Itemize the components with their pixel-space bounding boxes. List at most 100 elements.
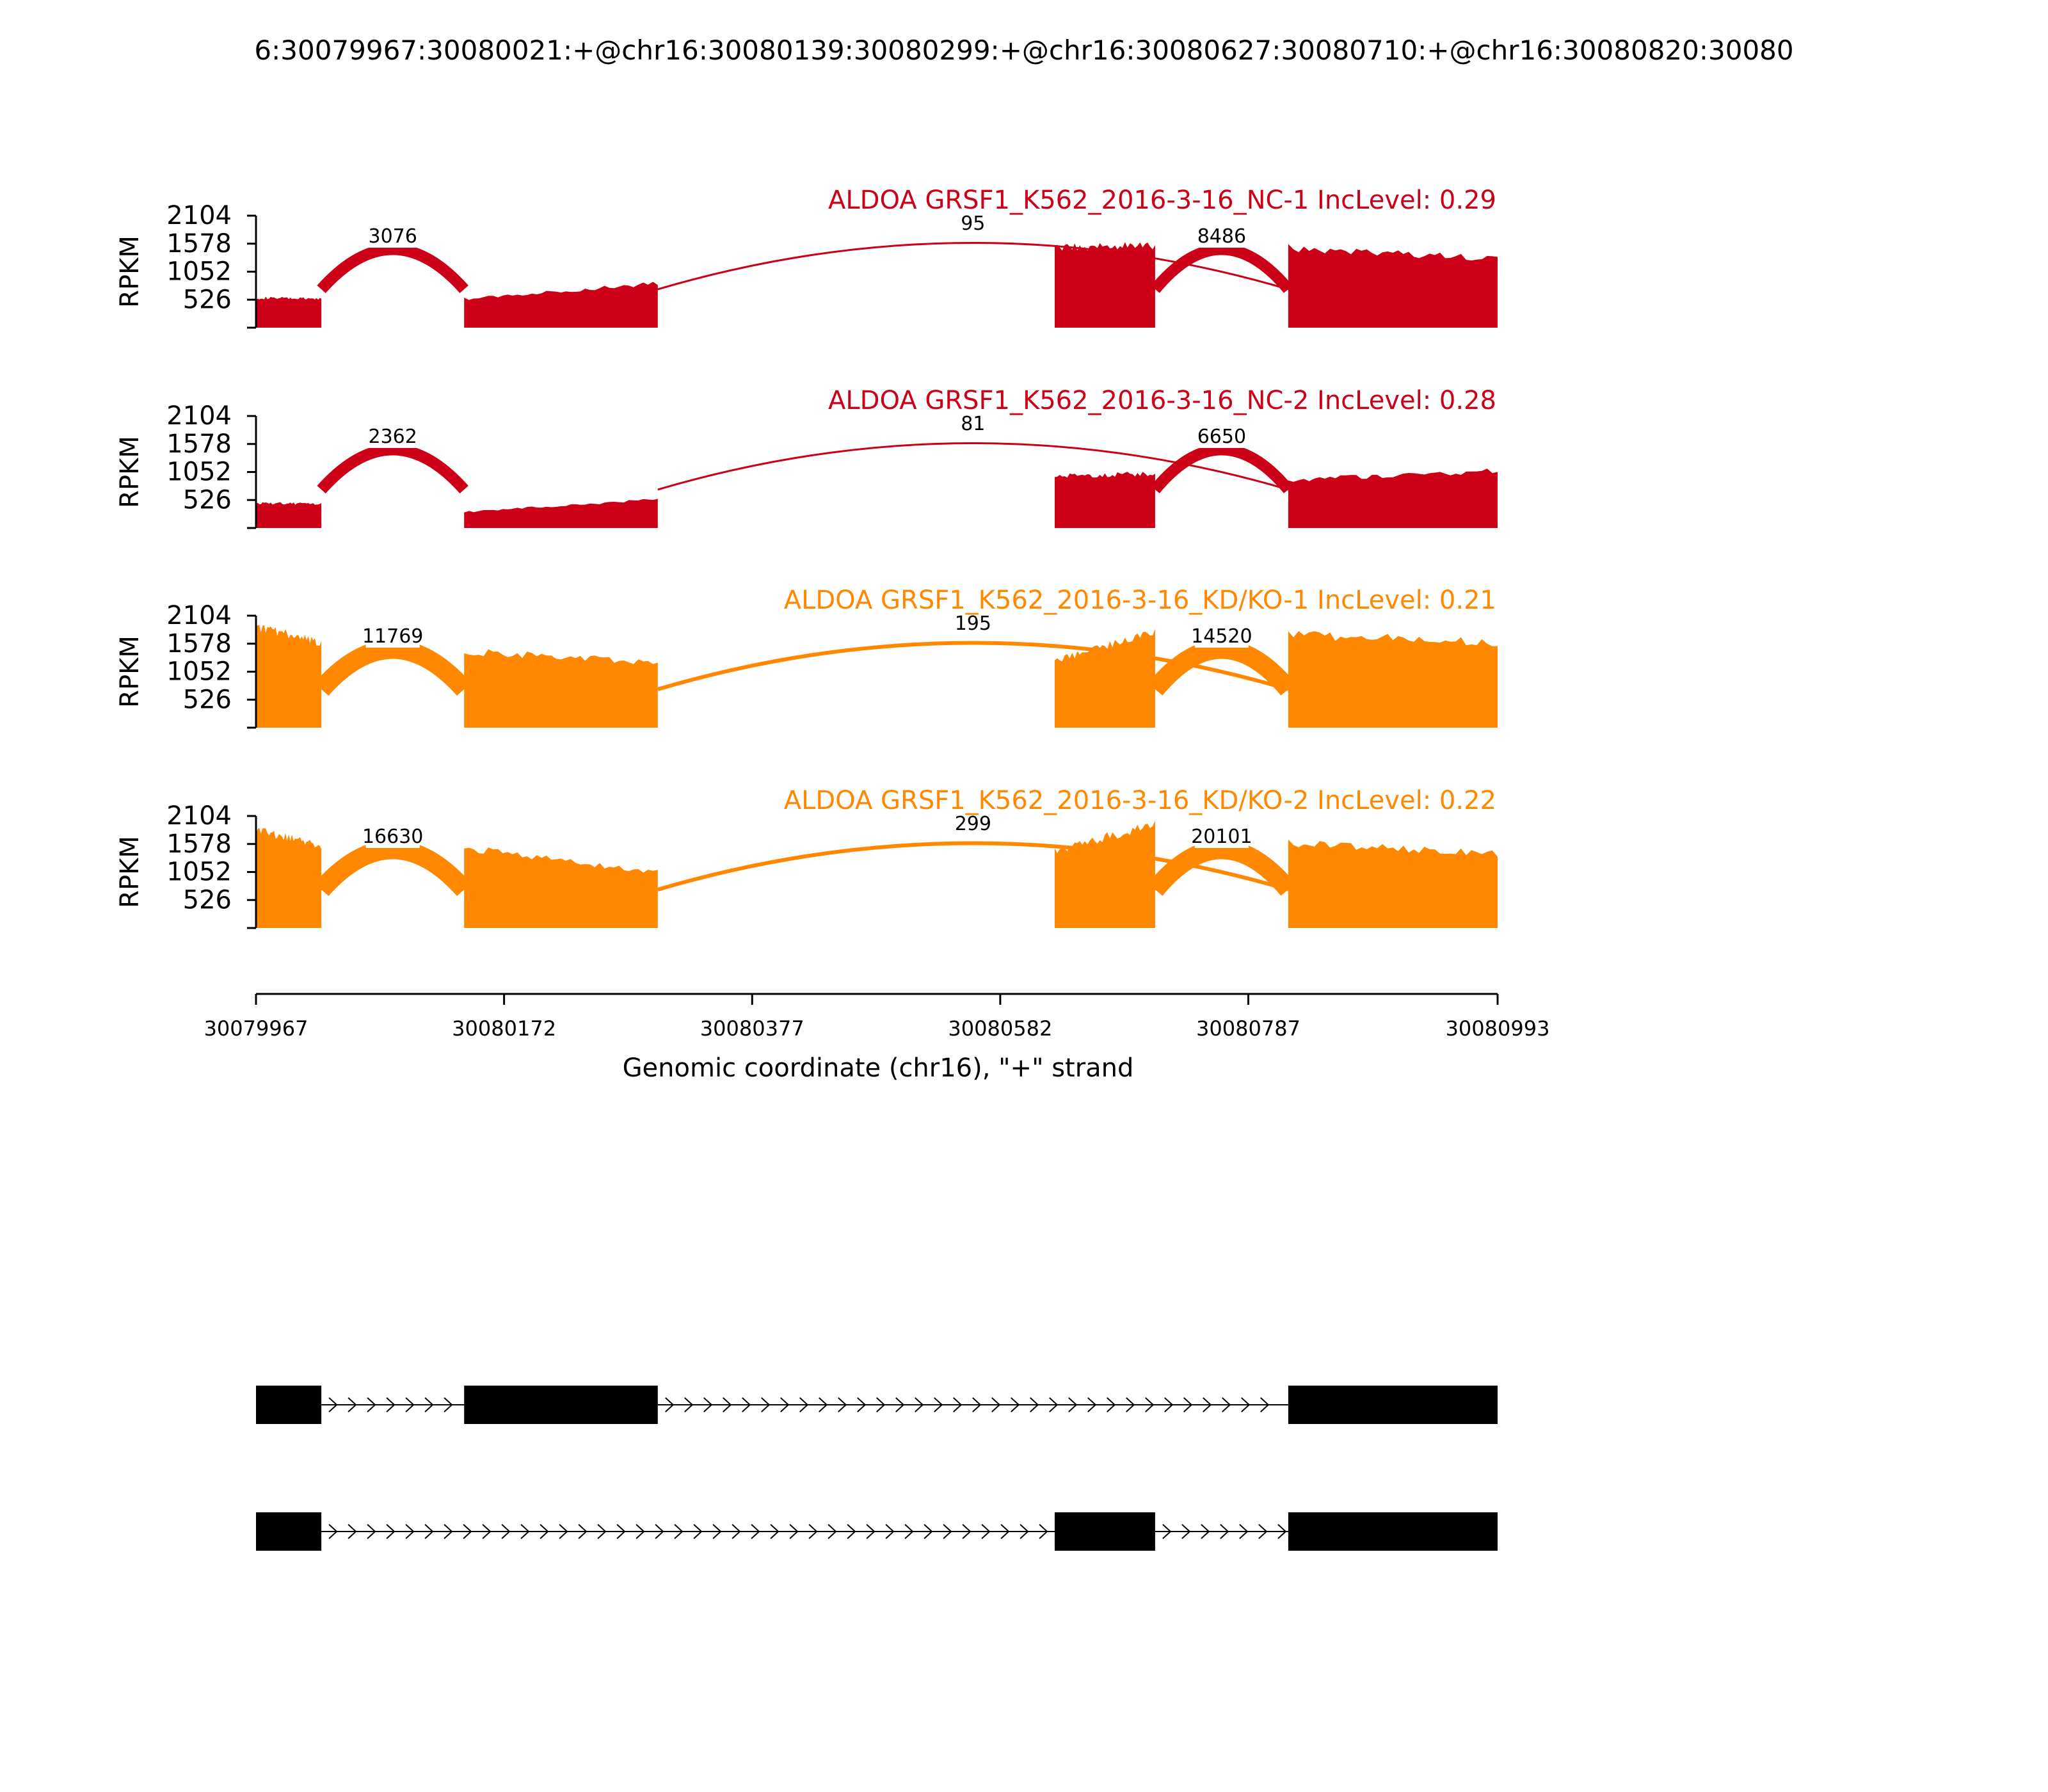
strand-arrow (991, 1397, 1001, 1412)
junction-count: 3076 (368, 225, 417, 248)
strand-arrow (367, 1397, 376, 1412)
strand-arrow (1049, 1397, 1059, 1412)
strand-arrow (703, 1397, 713, 1412)
strand-arrow (1000, 1524, 1010, 1539)
y-tick-label: 2104 (166, 201, 232, 230)
panel-title: ALDOA GRSF1_K562_2016-3-16_KD/KO-2 IncLe… (784, 786, 1496, 815)
x-tick-label: 30080993 (1446, 1016, 1550, 1041)
strand-arrow (597, 1524, 607, 1539)
figure-title: 6:30079967:30080021:+@chr16:30080139:300… (254, 35, 1793, 66)
strand-arrow (328, 1524, 338, 1539)
strand-arrow (1277, 1524, 1287, 1539)
junction-label-box (365, 426, 420, 448)
strand-arrow (1162, 1524, 1172, 1539)
strand-arrow (732, 1524, 741, 1539)
strand-arrow (915, 1397, 924, 1412)
strand-arrow (674, 1524, 684, 1539)
strand-arrow (684, 1397, 694, 1412)
coverage-area (464, 847, 658, 928)
junction-label-box (365, 226, 420, 248)
strand-arrow (1011, 1397, 1020, 1412)
strand-arrow (876, 1397, 886, 1412)
coverage-area (1055, 628, 1155, 728)
coverage-area (1055, 820, 1155, 928)
junction-arc (657, 841, 1289, 892)
junction-arc (657, 641, 1289, 691)
junction-count: 195 (955, 612, 991, 635)
junction-label-box (946, 613, 1000, 635)
y-tick-label: 526 (183, 285, 232, 314)
junction-label-box (1194, 826, 1249, 848)
strand-arrow (424, 1397, 434, 1412)
junction-label-box (365, 626, 420, 648)
junction-arc (314, 840, 472, 897)
strand-arrow (1145, 1397, 1155, 1412)
junction-count: 81 (961, 413, 985, 435)
junction-label-box (946, 213, 1000, 235)
strand-arrow (367, 1524, 376, 1539)
strand-arrow (838, 1397, 847, 1412)
strand-arrow (482, 1524, 492, 1539)
strand-arrow (1201, 1524, 1210, 1539)
junction-count: 2362 (368, 426, 417, 448)
coverage-area (1055, 472, 1155, 528)
strand-arrow (885, 1524, 895, 1539)
exon-block (464, 1386, 658, 1424)
strand-arrow (857, 1397, 867, 1412)
junction-label-box (1194, 226, 1249, 248)
strand-arrow (712, 1524, 722, 1539)
strand-arrow (424, 1524, 434, 1539)
strand-arrow (981, 1524, 991, 1539)
strand-arrow (819, 1397, 828, 1412)
x-tick-label: 30080377 (700, 1016, 804, 1041)
y-tick-label: 526 (183, 885, 232, 915)
strand-arrow (1181, 1524, 1191, 1539)
strand-arrow (1258, 1524, 1268, 1539)
strand-arrow (328, 1397, 338, 1412)
strand-arrow (789, 1524, 799, 1539)
junction-arc (657, 442, 1289, 491)
junction-arc (657, 242, 1289, 291)
gene-models (256, 1386, 1498, 1551)
strand-arrow (520, 1524, 530, 1539)
y-tick-label: 1578 (166, 629, 232, 659)
strand-arrow (386, 1397, 396, 1412)
strand-arrow (1068, 1397, 1078, 1412)
x-axis-label: Genomic coordinate (chr16), "+" strand (623, 1053, 1134, 1083)
coverage-area (256, 502, 322, 528)
strand-arrow (866, 1524, 876, 1539)
y-tick-label: 526 (183, 485, 232, 515)
strand-arrow (348, 1397, 357, 1412)
x-tick-label: 30080582 (948, 1016, 1052, 1041)
junction-arc (317, 444, 468, 493)
y-tick-label: 1578 (166, 429, 232, 459)
coverage-area (1288, 244, 1498, 328)
strand-arrow (751, 1524, 760, 1539)
strand-arrow (1126, 1397, 1135, 1412)
junction-label-box (1194, 426, 1249, 448)
y-axis-label: RPKM (115, 436, 145, 508)
junction-count: 11769 (362, 625, 423, 648)
strand-arrow (828, 1524, 837, 1539)
junction-count: 20101 (1191, 826, 1252, 848)
strand-arrow (1203, 1397, 1212, 1412)
strand-arrow (444, 1397, 453, 1412)
junction-arc (1148, 840, 1296, 896)
y-tick-label: 1578 (166, 829, 232, 859)
strand-arrow (799, 1397, 809, 1412)
strand-arrow (761, 1397, 771, 1412)
strand-arrow (1260, 1397, 1270, 1412)
coverage-area (1288, 839, 1498, 928)
coverage-area (1288, 631, 1498, 728)
exon-block (1288, 1512, 1498, 1551)
y-tick-label: 1052 (166, 257, 232, 287)
junction-arc (317, 243, 468, 293)
y-axis-label: RPKM (115, 236, 145, 308)
strand-arrow (405, 1397, 415, 1412)
strand-arrow (934, 1397, 943, 1412)
junction-arc (1150, 444, 1293, 493)
strand-arrow (386, 1524, 396, 1539)
